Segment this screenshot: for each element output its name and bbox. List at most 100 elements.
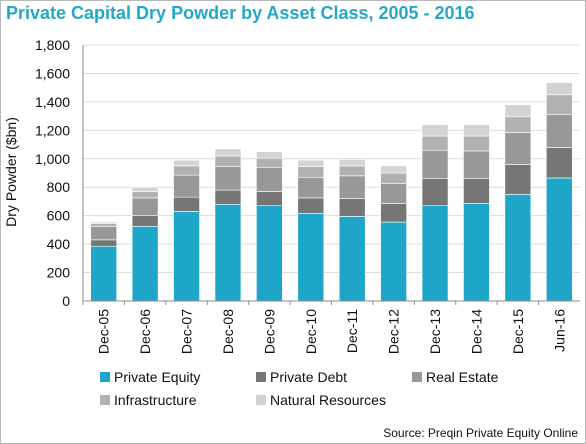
- y-tick-label: 800: [47, 179, 71, 195]
- bar-segment: [90, 239, 118, 247]
- y-tick-label: 1,400: [35, 94, 70, 110]
- legend-swatch: [412, 372, 422, 382]
- legend-swatch: [100, 372, 110, 382]
- legend-item: Real Estate: [412, 369, 499, 385]
- bar-segment: [380, 172, 407, 184]
- x-tick-label: Dec-10: [303, 309, 319, 354]
- legend-item: Infrastructure: [100, 392, 197, 408]
- legend-label: Real Estate: [426, 369, 499, 385]
- y-axis: 0 200 400 600 800 1,000 1,200 1,400 1,600 1,800: [35, 37, 580, 309]
- bar-segment: [214, 166, 242, 191]
- bar-segment: [338, 159, 366, 167]
- x-tick-label: Dec-06: [137, 309, 153, 354]
- bar-segment: [131, 191, 159, 199]
- bar-segment: [463, 203, 490, 302]
- legend-item: Private Debt: [256, 369, 347, 385]
- bar-segment: [214, 148, 242, 157]
- bar-segment: [256, 151, 283, 159]
- bar-segment: [256, 191, 283, 207]
- legend-label: Private Debt: [270, 369, 347, 385]
- bar-segment: [504, 116, 532, 133]
- bar-segment: [421, 135, 449, 151]
- x-tick-label: Dec-09: [261, 309, 277, 354]
- x-tick-label: Dec-05: [96, 309, 112, 354]
- y-tick-label: 1,200: [35, 122, 70, 138]
- bar-segment: [338, 198, 366, 217]
- legend-swatch: [256, 395, 266, 405]
- bar-segment: [338, 165, 366, 177]
- bar-segment: [463, 150, 490, 179]
- y-tick-label: 1,600: [35, 65, 70, 81]
- bar-segment: [173, 196, 200, 212]
- bar-segment: [173, 165, 200, 176]
- x-tick-label: Dec-07: [179, 309, 195, 354]
- bar-segment: [504, 132, 532, 165]
- x-tick-label: Dec-15: [510, 309, 526, 354]
- grid-lines: [83, 44, 580, 274]
- y-tick-label: 1,000: [35, 151, 70, 167]
- bar-segment: [256, 157, 283, 168]
- bar-segment: [463, 135, 490, 152]
- legend-label: Natural Resources: [270, 392, 386, 408]
- bar-segment: [504, 164, 532, 195]
- bar-segment: [131, 226, 159, 302]
- source-note: Source: Preqin Private Equity Online: [383, 426, 578, 440]
- y-tick-label: 0: [62, 293, 70, 309]
- y-tick-label: 400: [47, 236, 71, 252]
- legend-label: Private Equity: [114, 369, 200, 385]
- bar-segment: [545, 114, 573, 148]
- bar-segment: [297, 176, 325, 199]
- x-tick-label: Dec-14: [468, 309, 484, 354]
- bar-segment: [338, 175, 366, 199]
- bar-segment: [214, 189, 242, 205]
- bar-segment: [504, 194, 532, 302]
- x-tick-label: Dec-11: [344, 309, 360, 353]
- bar-segment: [131, 197, 159, 216]
- bar-segment: [173, 211, 200, 302]
- bar-segment: [338, 216, 366, 302]
- bar-segment: [297, 159, 325, 167]
- y-tick-label: 1,800: [35, 37, 70, 53]
- bar-segment: [463, 124, 490, 137]
- bar-segment: [421, 178, 449, 207]
- bar-segment: [214, 155, 242, 167]
- legend-item: Private Equity: [100, 369, 200, 385]
- bar-segment: [545, 177, 573, 302]
- bar-segment: [421, 124, 449, 137]
- y-axis-label: Dry Powder ($bn): [3, 117, 19, 227]
- bar-segment: [463, 178, 490, 204]
- legend-label: Infrastructure: [114, 392, 197, 408]
- bar-segment: [545, 82, 573, 96]
- bar-segment: [90, 245, 118, 302]
- legend-swatch: [256, 372, 266, 382]
- bar-segment: [131, 186, 159, 192]
- bar-segment: [504, 104, 532, 118]
- bar-segment: [380, 203, 407, 223]
- bar-segment: [380, 221, 407, 302]
- bar-segment: [214, 203, 242, 302]
- bar-segment: [131, 215, 159, 227]
- bar-segment: [545, 94, 573, 115]
- chart-title: Private Capital Dry Powder by Asset Clas…: [6, 3, 475, 23]
- bar-segment: [173, 159, 200, 167]
- bar-segment: [173, 174, 200, 198]
- bar-segment: [297, 213, 325, 302]
- bar-segment: [90, 221, 118, 224]
- bar-segment: [297, 197, 325, 214]
- x-tick-label: Dec-08: [220, 309, 236, 354]
- bar-segment: [380, 183, 407, 204]
- bar-segment: [256, 205, 283, 302]
- x-tick-label: Jun-16: [551, 309, 567, 352]
- bar-segment: [380, 165, 407, 174]
- y-tick-label: 600: [47, 208, 71, 224]
- x-tick-label: Dec-13: [427, 309, 443, 354]
- legend-swatch: [100, 395, 110, 405]
- bar-segment: [545, 147, 573, 179]
- bar-segment: [256, 167, 283, 192]
- bars: [90, 82, 573, 302]
- x-tick-label: Dec-12: [386, 309, 402, 354]
- y-tick-label: 200: [47, 265, 71, 281]
- x-axis: Dec-05 Dec-06 Dec-07 Dec-08 Dec-09 Dec-10 Dec-…: [82, 301, 567, 354]
- bar-segment: [421, 205, 449, 302]
